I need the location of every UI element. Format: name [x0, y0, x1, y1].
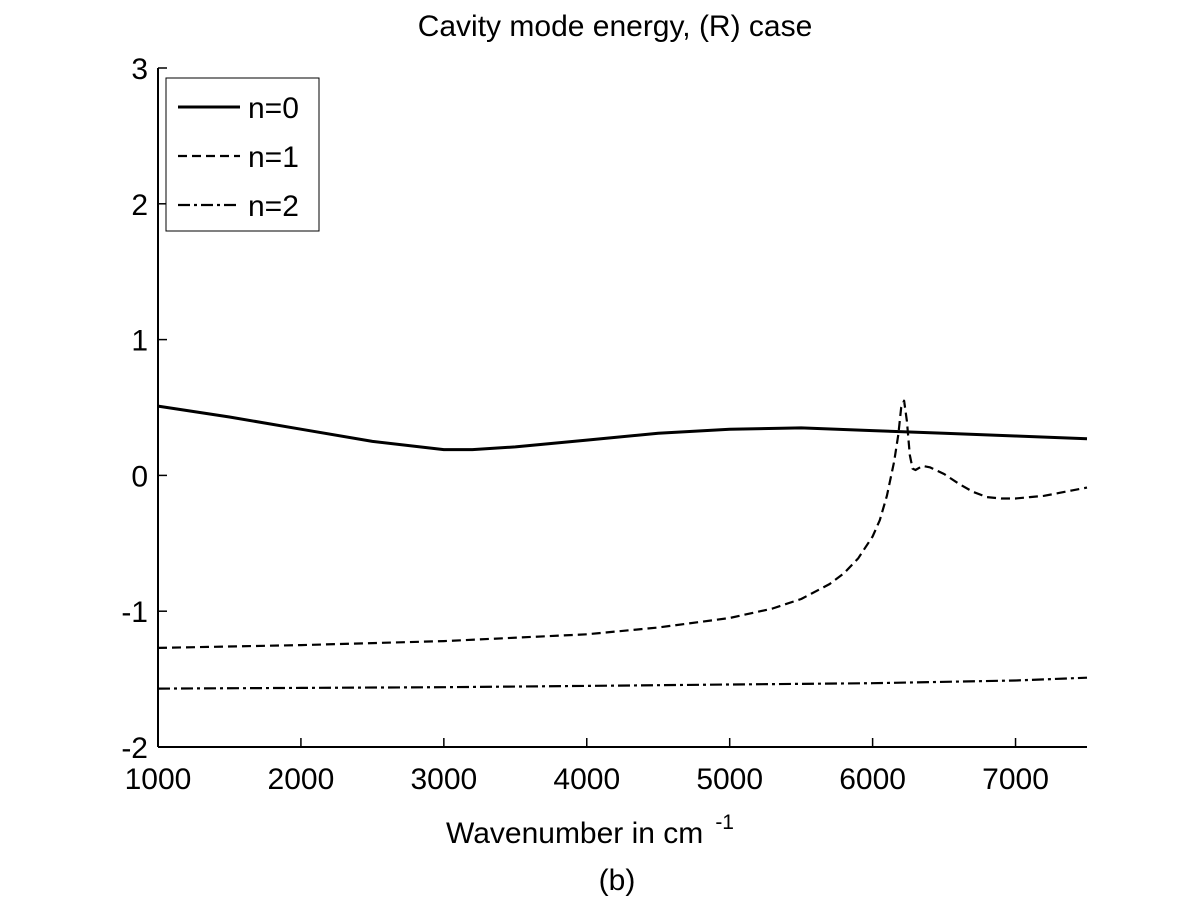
- legend-box: [165, 77, 320, 232]
- x-tick-label: 7000: [982, 763, 1049, 796]
- y-tick-label: -2: [121, 732, 148, 765]
- legend-label-n=1: n=1: [248, 141, 299, 174]
- series-line-n=0: [157, 404, 1088, 452]
- x-tick-label: 4000: [553, 763, 620, 796]
- x-tick-label: 6000: [839, 763, 906, 796]
- x-tick-label: 3000: [410, 763, 477, 796]
- series-layer: [157, 399, 1088, 690]
- legend-label-n=2: n=2: [248, 190, 299, 223]
- legend: n=0 n=1 n=2: [165, 77, 320, 232]
- series-line-n=1: [157, 399, 1088, 649]
- chart-title: Cavity mode energy, (R) case: [418, 10, 813, 43]
- axes-layer: 1000 2000 3000 4000 5000 6000 7000 -2 -1 0 1 2 3: [121, 53, 1087, 796]
- figure-caption: (b): [599, 864, 636, 897]
- y-tick-label: -1: [121, 596, 148, 629]
- legend-label-n=0: n=0: [248, 92, 299, 125]
- x-axis-label-superscript: -1: [715, 811, 734, 834]
- x-tick-label: 1000: [125, 763, 192, 796]
- x-tick-label: 5000: [696, 763, 763, 796]
- y-tick-label: 1: [131, 325, 148, 358]
- x-axis-label-text: Wavenumber in cm: [446, 817, 703, 850]
- y-tick-label: 2: [131, 189, 148, 222]
- series-line-n=2: [157, 676, 1088, 690]
- y-tick-label: 3: [131, 53, 148, 86]
- x-axis-label: Wavenumber in cm -1: [446, 811, 734, 850]
- y-tick-label: 0: [131, 460, 148, 493]
- x-tick-label: 2000: [268, 763, 335, 796]
